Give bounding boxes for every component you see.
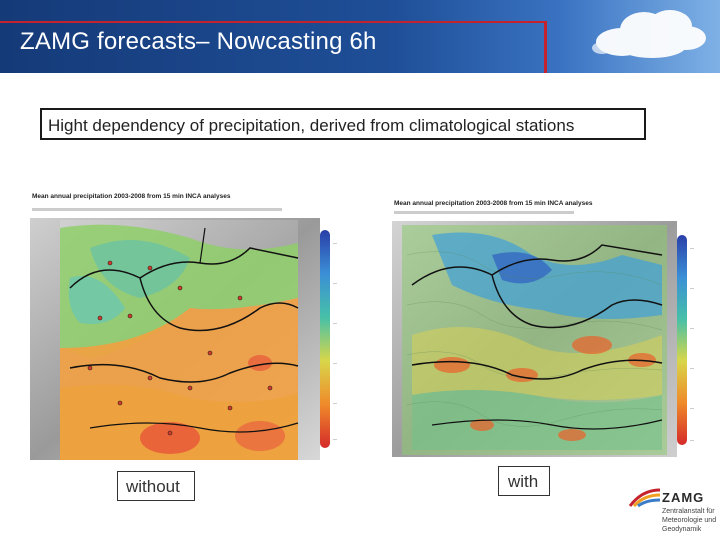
slide-title: ZAMG forecasts– Nowcasting 6h [20,28,377,55]
svg-text:—: — [333,320,337,325]
svg-text:—: — [333,400,337,405]
caption-with-box: with [498,466,550,496]
header-red-divider [544,21,547,73]
svg-text:—: — [690,437,694,442]
svg-text:—: — [333,360,337,365]
svg-text:—: — [333,280,337,285]
header-banner: ZAMG forecasts– Nowcasting 6h [0,0,720,73]
caption-with: with [508,472,539,491]
subtitle-box: Hight dependency of precipitation, deriv… [40,108,646,140]
zamg-logo-icon [628,488,661,508]
map-right-title: Mean annual precipitation 2003-2008 from… [394,200,593,207]
logo-line3: Geodynamik [662,526,702,533]
header-red-line [0,21,546,23]
svg-text:—: — [690,325,694,330]
logo-line1: Zentralanstalt für [662,508,715,515]
caption-without: without [126,477,180,496]
svg-text:—: — [690,245,694,250]
svg-text:—: — [333,240,337,245]
svg-text:—: — [690,405,694,410]
logo-line2: Meteorologie und [662,517,717,524]
caption-without-box: without [117,471,195,501]
logo-name: ZAMG [662,490,705,505]
cloud-icon [592,10,706,58]
zamg-logo: ZAMG Zentralanstalt für Meteorologie und… [628,484,716,538]
precipitation-map-without: Mean annual precipitation 2003-2008 from… [30,193,337,460]
svg-text:—: — [333,436,337,441]
svg-text:—: — [690,365,694,370]
precipitation-map-with: Mean annual precipitation 2003-2008 from… [392,200,694,457]
subtitle-text: Hight dependency of precipitation, deriv… [48,116,575,135]
map-left-title: Mean annual precipitation 2003-2008 from… [32,193,231,200]
svg-text:—: — [690,285,694,290]
